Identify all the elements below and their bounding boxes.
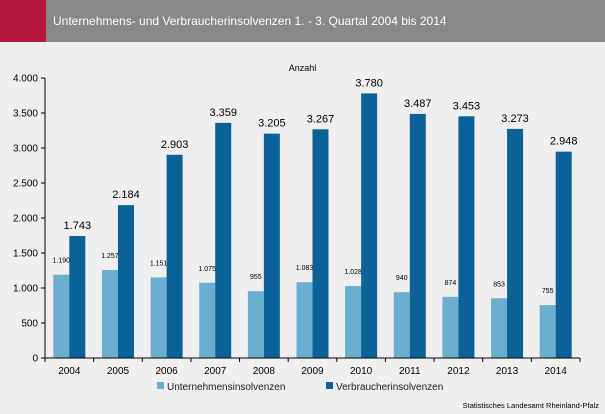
bar-verbraucher xyxy=(166,154,183,358)
data-label-verbraucher: 3.267 xyxy=(307,113,335,125)
legend-swatch-unternehmen xyxy=(157,382,164,389)
data-label-unternehmen: 955 xyxy=(250,274,262,281)
data-label-unternehmen: 1.151 xyxy=(150,260,168,267)
data-label-unternehmen: 755 xyxy=(542,288,554,295)
data-label-unternehmen: 1.190 xyxy=(53,258,71,265)
x-tick-label: 2004 xyxy=(58,366,81,377)
bar-verbraucher xyxy=(361,93,378,359)
bar-verbraucher xyxy=(507,128,524,358)
header-accent xyxy=(0,0,46,42)
bar-verbraucher xyxy=(458,116,475,358)
y-tick-label: 3.000 xyxy=(13,144,38,155)
bar-verbraucher xyxy=(69,235,86,358)
data-label-verbraucher: 3.453 xyxy=(453,100,481,112)
bar-verbraucher xyxy=(312,129,329,358)
x-tick-label: 2008 xyxy=(253,366,276,377)
chart-title: Unternehmens- und Verbraucherinsolvenzen… xyxy=(53,14,447,28)
legend-swatch-verbraucher xyxy=(326,382,333,389)
bar-unternehmen xyxy=(539,305,556,358)
x-tick-label: 2009 xyxy=(301,366,324,377)
y-tick-label: 500 xyxy=(21,319,38,330)
bar-unternehmen xyxy=(247,291,264,358)
header-bar: Unternehmens- und Verbraucherinsolvenzen… xyxy=(0,0,605,42)
legend: Unternehmensinsolvenzen Verbraucherinsol… xyxy=(0,382,605,396)
legend-item-verbraucher: Verbraucherinsolvenzen xyxy=(326,382,443,394)
x-tick-label: 2010 xyxy=(350,366,373,377)
bar-unternehmen xyxy=(393,292,410,358)
legend-item-unternehmen: Unternehmensinsolvenzen xyxy=(157,382,285,394)
y-axis-unit-label: Anzahl xyxy=(288,63,317,73)
x-tick-label: 2013 xyxy=(496,366,519,377)
x-tick-label: 2014 xyxy=(545,366,568,377)
y-tick-label: 4.000 xyxy=(13,74,38,85)
data-label-unternehmen: 940 xyxy=(396,275,408,282)
data-label-verbraucher: 3.487 xyxy=(404,98,432,110)
y-tick-label: 1.000 xyxy=(13,284,38,295)
legend-label-unternehmen: Unternehmensinsolvenzen xyxy=(167,382,286,393)
data-label-verbraucher: 3.205 xyxy=(258,118,286,130)
x-tick-label: 2007 xyxy=(204,366,227,377)
y-tick-label: 0 xyxy=(32,354,38,365)
bar-unternehmen xyxy=(101,270,118,358)
data-label-unternehmen: 1.028 xyxy=(344,269,362,276)
data-label-verbraucher: 3.780 xyxy=(355,77,383,89)
data-label-unternehmen: 853 xyxy=(493,281,505,288)
data-label-verbraucher: 2.903 xyxy=(161,139,189,151)
data-label-unternehmen: 1.075 xyxy=(198,266,216,273)
x-tick-label: 2011 xyxy=(399,366,421,377)
legend-label-verbraucher: Verbraucherinsolvenzen xyxy=(336,382,444,393)
data-label-verbraucher: 2.184 xyxy=(112,189,140,201)
x-tick-label: 2012 xyxy=(447,366,470,377)
bar-verbraucher xyxy=(555,151,572,358)
bar-verbraucher xyxy=(215,122,232,359)
bar-unternehmen xyxy=(150,277,167,358)
source-note: Statistisches Landesamt Rheinland-Pfalz xyxy=(462,401,599,410)
data-label-verbraucher: 3.273 xyxy=(501,113,529,125)
data-label-verbraucher: 1.743 xyxy=(64,220,92,232)
data-label-unternehmen: 1.083 xyxy=(296,265,314,272)
bar-unternehmen xyxy=(296,282,313,358)
data-label-verbraucher: 3.359 xyxy=(209,107,237,119)
bar-unternehmen xyxy=(345,286,362,358)
data-label-unternehmen: 874 xyxy=(445,280,457,287)
data-label-unternehmen: 1.257 xyxy=(101,253,119,260)
y-tick-label: 2.500 xyxy=(13,179,38,190)
x-tick-label: 2005 xyxy=(107,366,130,377)
data-label-verbraucher: 2.948 xyxy=(550,136,578,148)
bar-unternehmen xyxy=(199,282,216,358)
bar-unternehmen xyxy=(442,296,459,358)
x-tick-label: 2006 xyxy=(155,366,178,377)
y-tick-label: 2.000 xyxy=(13,214,38,225)
y-tick-label: 1.500 xyxy=(13,249,38,260)
bar-verbraucher xyxy=(409,113,426,358)
bar-verbraucher xyxy=(117,205,134,358)
bar-unternehmen xyxy=(53,274,70,358)
bar-unternehmen xyxy=(491,298,508,358)
bar-verbraucher xyxy=(263,133,280,358)
y-tick-label: 3.500 xyxy=(13,109,38,120)
